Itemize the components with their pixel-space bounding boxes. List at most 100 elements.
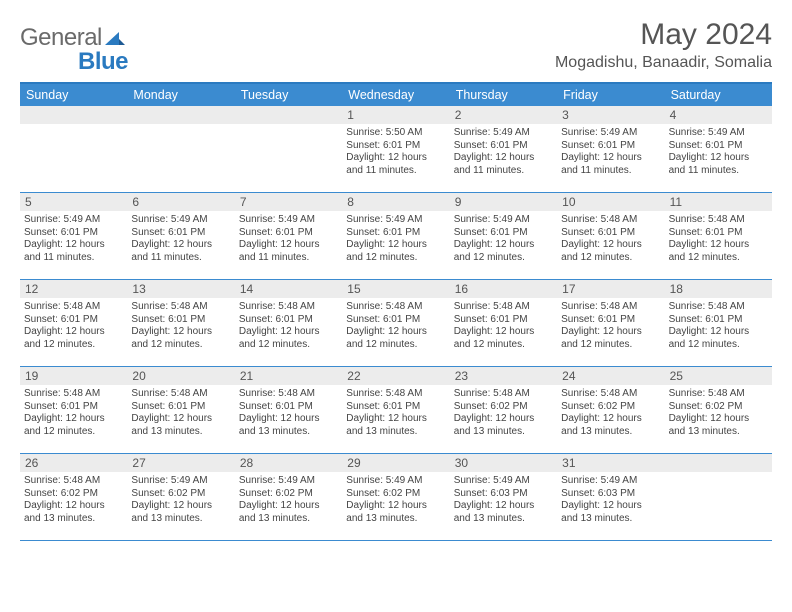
day-details: Sunrise: 5:49 AMSunset: 6:02 PMDaylight:…	[342, 472, 449, 527]
day-details: Sunrise: 5:48 AMSunset: 6:01 PMDaylight:…	[20, 385, 127, 440]
day-details: Sunrise: 5:49 AMSunset: 6:01 PMDaylight:…	[557, 124, 664, 179]
day-cell: 20Sunrise: 5:48 AMSunset: 6:01 PMDayligh…	[127, 367, 234, 453]
day-number-empty	[235, 106, 342, 124]
day-details: Sunrise: 5:48 AMSunset: 6:01 PMDaylight:…	[127, 385, 234, 440]
weekday-header: Wednesday	[342, 84, 449, 106]
day-number: 19	[20, 367, 127, 385]
day-cell: 9Sunrise: 5:49 AMSunset: 6:01 PMDaylight…	[450, 193, 557, 279]
day-number: 2	[450, 106, 557, 124]
calendar-week-row: 19Sunrise: 5:48 AMSunset: 6:01 PMDayligh…	[20, 367, 772, 454]
calendar-week-row: 5Sunrise: 5:49 AMSunset: 6:01 PMDaylight…	[20, 193, 772, 280]
day-number: 8	[342, 193, 449, 211]
header: GeneralBlue May 2024 Mogadishu, Banaadir…	[20, 18, 772, 76]
day-details: Sunrise: 5:50 AMSunset: 6:01 PMDaylight:…	[342, 124, 449, 179]
day-cell: 26Sunrise: 5:48 AMSunset: 6:02 PMDayligh…	[20, 454, 127, 540]
logo-triangle-icon	[105, 31, 125, 47]
day-cell: 2Sunrise: 5:49 AMSunset: 6:01 PMDaylight…	[450, 106, 557, 192]
day-number: 5	[20, 193, 127, 211]
logo: GeneralBlue	[20, 18, 140, 76]
weekday-header: Monday	[127, 84, 234, 106]
day-cell: 16Sunrise: 5:48 AMSunset: 6:01 PMDayligh…	[450, 280, 557, 366]
day-cell: 19Sunrise: 5:48 AMSunset: 6:01 PMDayligh…	[20, 367, 127, 453]
day-cell: 23Sunrise: 5:48 AMSunset: 6:02 PMDayligh…	[450, 367, 557, 453]
weekday-header: Friday	[557, 84, 664, 106]
day-details: Sunrise: 5:49 AMSunset: 6:01 PMDaylight:…	[665, 124, 772, 179]
day-details: Sunrise: 5:49 AMSunset: 6:03 PMDaylight:…	[450, 472, 557, 527]
calendar-week-row: 1Sunrise: 5:50 AMSunset: 6:01 PMDaylight…	[20, 106, 772, 193]
day-details: Sunrise: 5:48 AMSunset: 6:01 PMDaylight:…	[127, 298, 234, 353]
day-number: 22	[342, 367, 449, 385]
day-number: 30	[450, 454, 557, 472]
day-number: 25	[665, 367, 772, 385]
day-number-empty	[20, 106, 127, 124]
day-cell: 27Sunrise: 5:49 AMSunset: 6:02 PMDayligh…	[127, 454, 234, 540]
day-number: 11	[665, 193, 772, 211]
day-cell: 29Sunrise: 5:49 AMSunset: 6:02 PMDayligh…	[342, 454, 449, 540]
day-cell: 8Sunrise: 5:49 AMSunset: 6:01 PMDaylight…	[342, 193, 449, 279]
day-number: 3	[557, 106, 664, 124]
day-number: 12	[20, 280, 127, 298]
day-number: 9	[450, 193, 557, 211]
title-block: May 2024 Mogadishu, Banaadir, Somalia	[555, 18, 772, 72]
day-details: Sunrise: 5:48 AMSunset: 6:01 PMDaylight:…	[665, 298, 772, 353]
day-details: Sunrise: 5:49 AMSunset: 6:01 PMDaylight:…	[127, 211, 234, 266]
day-number: 13	[127, 280, 234, 298]
calendar-grid: 1Sunrise: 5:50 AMSunset: 6:01 PMDaylight…	[20, 106, 772, 541]
day-cell: 25Sunrise: 5:48 AMSunset: 6:02 PMDayligh…	[665, 367, 772, 453]
day-details: Sunrise: 5:48 AMSunset: 6:01 PMDaylight:…	[342, 385, 449, 440]
weekday-header: Thursday	[450, 84, 557, 106]
day-cell	[235, 106, 342, 192]
day-number: 1	[342, 106, 449, 124]
day-details: Sunrise: 5:48 AMSunset: 6:01 PMDaylight:…	[450, 298, 557, 353]
day-number: 29	[342, 454, 449, 472]
day-number-empty	[665, 454, 772, 472]
weekday-header: Sunday	[20, 84, 127, 106]
day-details: Sunrise: 5:48 AMSunset: 6:01 PMDaylight:…	[20, 298, 127, 353]
day-number: 26	[20, 454, 127, 472]
location: Mogadishu, Banaadir, Somalia	[555, 54, 772, 72]
day-cell: 15Sunrise: 5:48 AMSunset: 6:01 PMDayligh…	[342, 280, 449, 366]
day-number: 23	[450, 367, 557, 385]
day-cell: 4Sunrise: 5:49 AMSunset: 6:01 PMDaylight…	[665, 106, 772, 192]
day-number: 24	[557, 367, 664, 385]
day-cell: 28Sunrise: 5:49 AMSunset: 6:02 PMDayligh…	[235, 454, 342, 540]
day-cell: 22Sunrise: 5:48 AMSunset: 6:01 PMDayligh…	[342, 367, 449, 453]
day-cell: 18Sunrise: 5:48 AMSunset: 6:01 PMDayligh…	[665, 280, 772, 366]
day-number: 27	[127, 454, 234, 472]
day-details: Sunrise: 5:48 AMSunset: 6:01 PMDaylight:…	[342, 298, 449, 353]
day-number: 28	[235, 454, 342, 472]
day-details: Sunrise: 5:48 AMSunset: 6:01 PMDaylight:…	[235, 298, 342, 353]
day-number: 17	[557, 280, 664, 298]
day-cell: 11Sunrise: 5:48 AMSunset: 6:01 PMDayligh…	[665, 193, 772, 279]
day-cell: 10Sunrise: 5:48 AMSunset: 6:01 PMDayligh…	[557, 193, 664, 279]
day-details: Sunrise: 5:49 AMSunset: 6:03 PMDaylight:…	[557, 472, 664, 527]
day-number: 14	[235, 280, 342, 298]
day-cell: 1Sunrise: 5:50 AMSunset: 6:01 PMDaylight…	[342, 106, 449, 192]
day-cell: 17Sunrise: 5:48 AMSunset: 6:01 PMDayligh…	[557, 280, 664, 366]
day-details: Sunrise: 5:49 AMSunset: 6:01 PMDaylight:…	[450, 124, 557, 179]
day-details: Sunrise: 5:49 AMSunset: 6:02 PMDaylight:…	[235, 472, 342, 527]
calendar-week-row: 26Sunrise: 5:48 AMSunset: 6:02 PMDayligh…	[20, 454, 772, 541]
day-details: Sunrise: 5:49 AMSunset: 6:01 PMDaylight:…	[342, 211, 449, 266]
day-number: 20	[127, 367, 234, 385]
day-cell	[20, 106, 127, 192]
day-number-empty	[127, 106, 234, 124]
day-number: 10	[557, 193, 664, 211]
day-details: Sunrise: 5:48 AMSunset: 6:02 PMDaylight:…	[450, 385, 557, 440]
day-number: 31	[557, 454, 664, 472]
day-number: 16	[450, 280, 557, 298]
day-details: Sunrise: 5:48 AMSunset: 6:02 PMDaylight:…	[557, 385, 664, 440]
day-details: Sunrise: 5:48 AMSunset: 6:01 PMDaylight:…	[235, 385, 342, 440]
calendar-week-row: 12Sunrise: 5:48 AMSunset: 6:01 PMDayligh…	[20, 280, 772, 367]
day-cell: 3Sunrise: 5:49 AMSunset: 6:01 PMDaylight…	[557, 106, 664, 192]
day-number: 6	[127, 193, 234, 211]
calendar: SundayMondayTuesdayWednesdayThursdayFrid…	[20, 82, 772, 541]
day-number: 21	[235, 367, 342, 385]
day-details: Sunrise: 5:48 AMSunset: 6:02 PMDaylight:…	[665, 385, 772, 440]
day-cell: 6Sunrise: 5:49 AMSunset: 6:01 PMDaylight…	[127, 193, 234, 279]
weekday-header: Saturday	[665, 84, 772, 106]
day-details: Sunrise: 5:48 AMSunset: 6:02 PMDaylight:…	[20, 472, 127, 527]
day-cell: 5Sunrise: 5:49 AMSunset: 6:01 PMDaylight…	[20, 193, 127, 279]
day-details: Sunrise: 5:49 AMSunset: 6:02 PMDaylight:…	[127, 472, 234, 527]
day-cell: 31Sunrise: 5:49 AMSunset: 6:03 PMDayligh…	[557, 454, 664, 540]
